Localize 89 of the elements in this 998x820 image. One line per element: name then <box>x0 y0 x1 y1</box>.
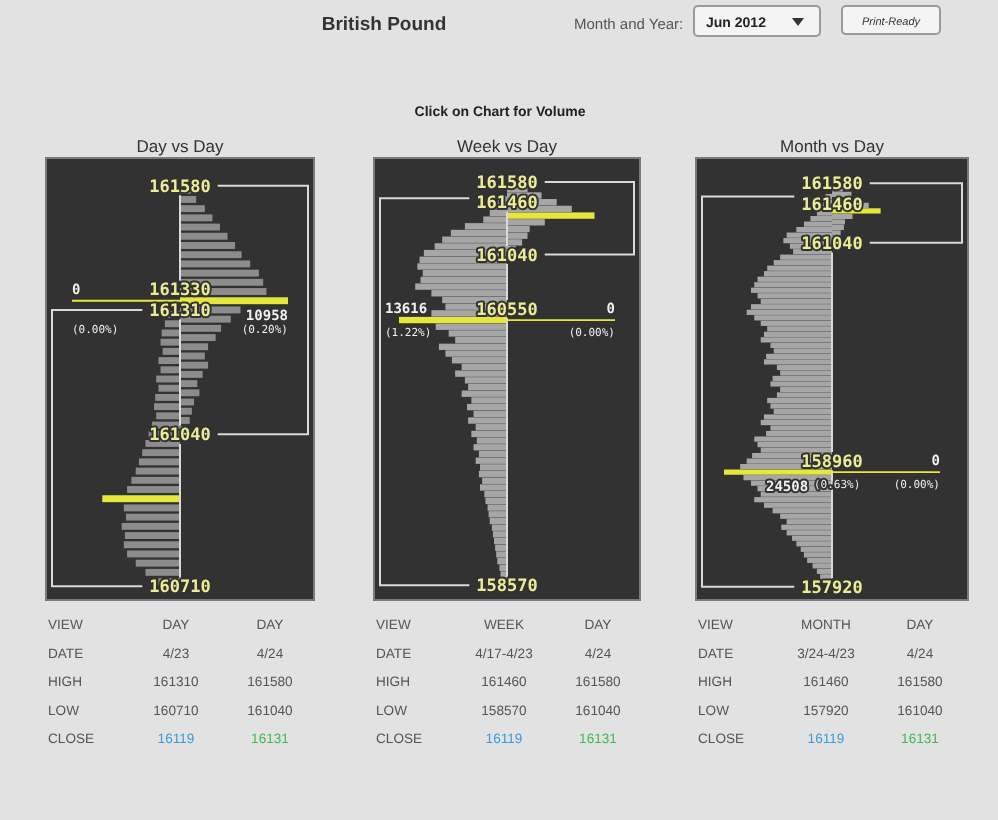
bar <box>754 436 832 442</box>
bar <box>800 546 832 552</box>
bar <box>455 370 507 377</box>
bar <box>480 484 507 491</box>
chart-title: Week vs Day <box>457 136 559 156</box>
y-tick-label: 161040 <box>476 246 538 267</box>
bar <box>415 283 507 290</box>
bar <box>438 343 507 351</box>
bar <box>780 513 832 519</box>
bar <box>763 271 832 277</box>
bar <box>770 381 832 387</box>
bar <box>468 417 507 424</box>
bar <box>746 309 832 315</box>
y-tick-label: 161580 <box>149 177 211 198</box>
y-tick-label: 161580 <box>476 174 538 195</box>
bar <box>471 430 507 438</box>
bar <box>754 282 832 288</box>
y-tick-label: 161580 <box>801 175 863 196</box>
bar <box>507 212 595 219</box>
bar <box>773 348 832 354</box>
bar <box>491 524 507 531</box>
bar <box>496 551 507 558</box>
bar <box>478 450 507 458</box>
bar <box>435 323 507 330</box>
bar <box>757 441 832 448</box>
bar <box>796 541 832 547</box>
bar <box>763 331 832 337</box>
y-tick-label: 157920 <box>801 578 863 599</box>
bar <box>484 491 507 498</box>
bar <box>757 276 832 282</box>
bar <box>772 508 832 514</box>
y-tick-label: 161310 <box>149 302 211 323</box>
bar <box>754 315 832 321</box>
bar <box>473 444 507 451</box>
bar <box>754 497 832 503</box>
ref-line-label: 158960 <box>801 452 863 473</box>
chart-title: Day vs Day <box>136 136 225 156</box>
bar <box>766 353 832 360</box>
bar <box>420 276 507 284</box>
bar <box>451 357 507 364</box>
y-tick-label: 160710 <box>149 578 211 599</box>
ref-line-label: 160550 <box>476 300 538 321</box>
bar <box>487 504 507 511</box>
bar <box>760 447 832 453</box>
bar <box>757 293 832 299</box>
bar <box>751 287 832 293</box>
bar <box>473 410 507 418</box>
bar <box>780 254 832 260</box>
bar <box>792 535 832 541</box>
bar <box>480 464 507 471</box>
bar <box>786 530 832 536</box>
text: British Pound <box>321 14 447 36</box>
bar <box>475 424 507 431</box>
chart-title: Month vs Day <box>780 136 886 156</box>
y-tick-label: 161040 <box>149 426 211 447</box>
bar <box>763 359 832 365</box>
bar <box>803 552 832 558</box>
bar <box>770 403 832 409</box>
bar <box>773 260 832 266</box>
y-tick-label: 161040 <box>801 234 863 255</box>
bar <box>468 383 507 391</box>
bar <box>807 557 832 563</box>
bar <box>475 457 507 464</box>
y-tick-label: 158570 <box>476 577 538 598</box>
bar <box>786 519 832 525</box>
y-tick-label: 161460 <box>801 195 863 216</box>
bar <box>780 370 832 376</box>
bar <box>445 350 507 357</box>
bar <box>751 304 832 310</box>
bar <box>461 390 507 397</box>
bar <box>763 414 832 420</box>
bar <box>781 524 832 530</box>
bar <box>485 497 507 505</box>
bar <box>422 270 507 277</box>
bar <box>467 403 507 411</box>
bar <box>767 397 832 404</box>
bar <box>760 419 832 426</box>
bar <box>478 470 507 478</box>
bar <box>767 265 832 271</box>
bar <box>482 477 507 484</box>
bar <box>767 326 832 332</box>
bar <box>476 437 507 444</box>
bar <box>760 320 832 326</box>
bar <box>417 263 507 270</box>
ref-line-label: 161330 <box>149 281 211 302</box>
bar <box>772 375 832 382</box>
bar <box>492 531 507 538</box>
bar <box>102 495 180 503</box>
bar <box>760 337 832 343</box>
